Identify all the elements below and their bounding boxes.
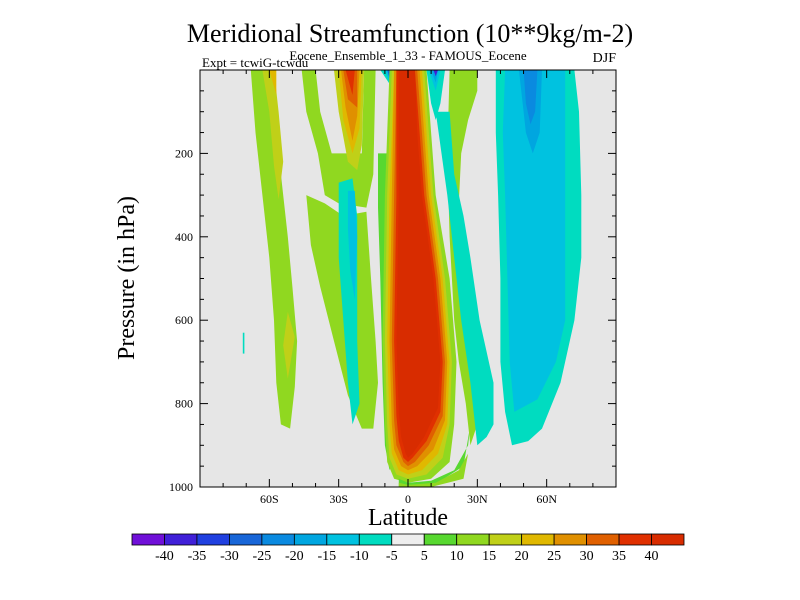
chart-title: Meridional Streamfunction (10**9kg/m-2): [187, 19, 633, 48]
y-tick-label: 1000: [169, 480, 193, 494]
x-axis-label: Latitude: [368, 505, 448, 531]
contour-region-35: [523, 70, 538, 125]
colorbar-label: 10: [450, 549, 464, 564]
colorbar-label: 40: [645, 549, 659, 564]
colorbar-swatch: [618, 533, 652, 546]
y-tick-label: 600: [175, 313, 193, 327]
contour-region-3: [283, 311, 295, 379]
season-label: DJF: [593, 51, 617, 66]
colorbar-label: -15: [317, 549, 336, 564]
colorbar: [131, 533, 685, 546]
contour-region-2: [269, 70, 277, 95]
colorbar-swatch: [586, 533, 620, 546]
colorbar-swatch: [261, 533, 295, 546]
contour-region-36: [242, 332, 245, 354]
colorbar-swatch: [456, 533, 490, 546]
colorbar-swatch: [488, 533, 523, 546]
axis-ticks: [200, 70, 616, 488]
colorbar-label: -30: [220, 549, 239, 564]
colorbar-label: -5: [386, 549, 398, 564]
colorbar-label: 20: [515, 549, 529, 564]
colorbar-swatch: [326, 533, 360, 546]
contour-region-24: [398, 424, 471, 487]
colorbar-swatch: [391, 533, 425, 546]
colorbar-label: 5: [421, 549, 428, 564]
colorbar-label: -10: [350, 549, 369, 564]
colorbar-label: 15: [482, 549, 496, 564]
colorbar-swatch: [131, 533, 165, 546]
contour-region-4: [301, 70, 376, 208]
colorbar-labels: -40 -35 -30 -25 -20 -15 -10 -5 5 10 15 20 25 30 35 40: [155, 549, 658, 564]
colorbar-swatch: [196, 533, 230, 546]
colorbar-swatch: [164, 533, 198, 546]
x-tick-label: 60S: [260, 492, 279, 506]
expt-label: Expt = tcwiG-tcwdu: [202, 55, 309, 70]
colorbar-label: -20: [285, 549, 304, 564]
colorbar-swatch: [229, 533, 263, 546]
colorbar-swatch: [521, 533, 555, 546]
contour-region-30: [433, 70, 438, 77]
colorbar-swatch: [423, 533, 458, 546]
colorbar-label: 25: [547, 549, 561, 564]
contour-region-23: [396, 70, 441, 458]
contour-region-33: [502, 70, 566, 412]
chart-subtitle: Eocene_Ensemble_1_33 - FAMOUS_Eocene: [289, 48, 527, 63]
x-tick-label: 60N: [536, 492, 557, 506]
contour-region-28: [428, 70, 441, 91]
plot-area: 60S 30S 0 30N 60N 200 400 600 800 1000: [169, 69, 617, 506]
colorbar-swatch: [651, 533, 685, 546]
contour-region-5: [306, 195, 378, 429]
colorbar-swatch: [293, 533, 328, 546]
y-tick-labels: 200 400 600 800 1000: [169, 146, 193, 494]
contour-region-12: [347, 190, 358, 300]
x-tick-labels: 60S 30S 0 30N 60N: [260, 492, 557, 506]
contour-region-1: [262, 70, 284, 200]
contour-region-27: [426, 70, 445, 120]
contour-region-25: [398, 453, 469, 487]
colorbar-label: -25: [253, 549, 272, 564]
colorbar-label: 30: [580, 549, 594, 564]
x-tick-label: 30N: [467, 492, 488, 506]
y-axis-label: Pressure (in hPa): [114, 196, 140, 360]
contour-regions: [242, 70, 582, 487]
contour-region-10: [345, 70, 355, 95]
colorbar-label: -40: [155, 549, 174, 564]
colorbar-swatch: [358, 533, 393, 546]
x-tick-label: 30S: [329, 492, 348, 506]
y-tick-label: 400: [175, 230, 193, 244]
colorbar-label: -35: [188, 549, 207, 564]
y-tick-label: 800: [175, 397, 193, 411]
y-tick-label: 200: [175, 146, 193, 160]
colorbar-label: 35: [612, 549, 626, 564]
colorbar-swatch: [553, 533, 587, 546]
contour-region-31: [435, 111, 494, 446]
x-tick-label: 0: [405, 492, 411, 506]
